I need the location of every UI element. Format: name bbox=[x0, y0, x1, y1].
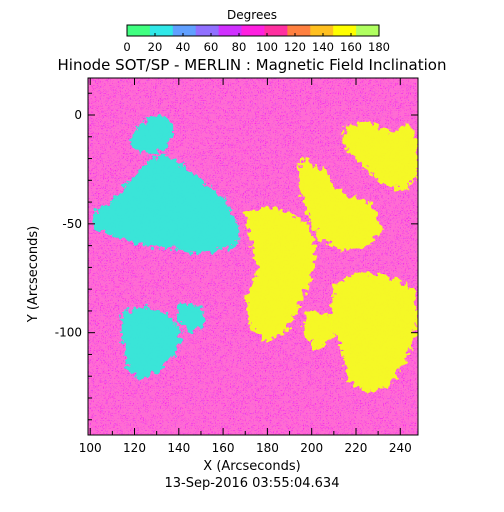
colorbar-tick-label: 80 bbox=[232, 40, 247, 54]
colorbar-frame bbox=[126, 24, 380, 37]
high-inclination-region bbox=[329, 271, 418, 394]
y-tick-label: -50 bbox=[62, 217, 82, 231]
x-tick-label: 140 bbox=[167, 441, 190, 455]
x-tick-label: 220 bbox=[345, 441, 368, 455]
high-inclination-region bbox=[245, 206, 317, 342]
chart-title: Hinode SOT/SP - MERLIN : Magnetic Field … bbox=[58, 56, 447, 74]
x-tick-label: 100 bbox=[79, 441, 102, 455]
colorbar-segment bbox=[356, 25, 380, 36]
high-inclination-region bbox=[302, 310, 334, 351]
colorbar-tick-labels: 0 20 40 60 80 100 120 140 160 180 bbox=[123, 40, 390, 54]
plot-frame bbox=[87, 77, 419, 436]
colorbar-segment bbox=[310, 25, 334, 36]
high-inclination-region bbox=[342, 121, 418, 192]
colorbar-segment bbox=[218, 25, 243, 36]
observation-timestamp: 13-Sep-2016 03:55:04.634 bbox=[165, 476, 340, 491]
colorbar-tick-label: 20 bbox=[148, 40, 163, 54]
y-axis: 0 -50 -100 bbox=[55, 92, 418, 421]
colorbar-title: Degrees bbox=[227, 8, 277, 22]
low-inclination-region bbox=[90, 154, 241, 255]
plot-area bbox=[88, 78, 418, 435]
colorbar-tick-label: 40 bbox=[176, 40, 191, 54]
colorbar-segment bbox=[127, 25, 151, 36]
colorbar-segment bbox=[241, 25, 266, 36]
colorbar-segment bbox=[195, 25, 220, 36]
colorbar-segment bbox=[287, 25, 311, 36]
x-axis: 100 120 140 160 180 200 220 240 bbox=[79, 78, 412, 455]
polarity-regions bbox=[90, 115, 418, 394]
colorbar-tick-label: 120 bbox=[284, 40, 306, 54]
colorbar-segment bbox=[172, 25, 197, 36]
colorbar-tick-label: 160 bbox=[340, 40, 362, 54]
high-inclination-region bbox=[298, 158, 383, 250]
y-axis-label: Y (Arcseconds) bbox=[26, 226, 41, 323]
colorbar-tick-label: 100 bbox=[256, 40, 278, 54]
y-tick-label: 0 bbox=[74, 108, 82, 122]
x-tick-label: 160 bbox=[212, 441, 235, 455]
colorbar-tick-label: 0 bbox=[123, 40, 130, 54]
colorbar bbox=[126, 24, 380, 37]
y-tick-label: -100 bbox=[55, 326, 82, 340]
colorbar-tick-label: 140 bbox=[312, 40, 334, 54]
colorbar-tick-label: 180 bbox=[368, 40, 390, 54]
low-inclination-region bbox=[130, 115, 175, 155]
x-axis-label: X (Arcseconds) bbox=[203, 459, 300, 474]
colorbar-segment bbox=[333, 25, 357, 36]
x-tick-label: 200 bbox=[300, 441, 323, 455]
x-tick-label: 120 bbox=[123, 441, 146, 455]
colorbar-segment bbox=[149, 25, 174, 36]
x-tick-label: 180 bbox=[256, 441, 279, 455]
low-inclination-region bbox=[176, 302, 206, 333]
colorbar-tick-label: 60 bbox=[204, 40, 219, 54]
low-inclination-region bbox=[121, 306, 184, 381]
x-tick-label: 240 bbox=[389, 441, 412, 455]
colorbar-segment bbox=[264, 25, 288, 36]
